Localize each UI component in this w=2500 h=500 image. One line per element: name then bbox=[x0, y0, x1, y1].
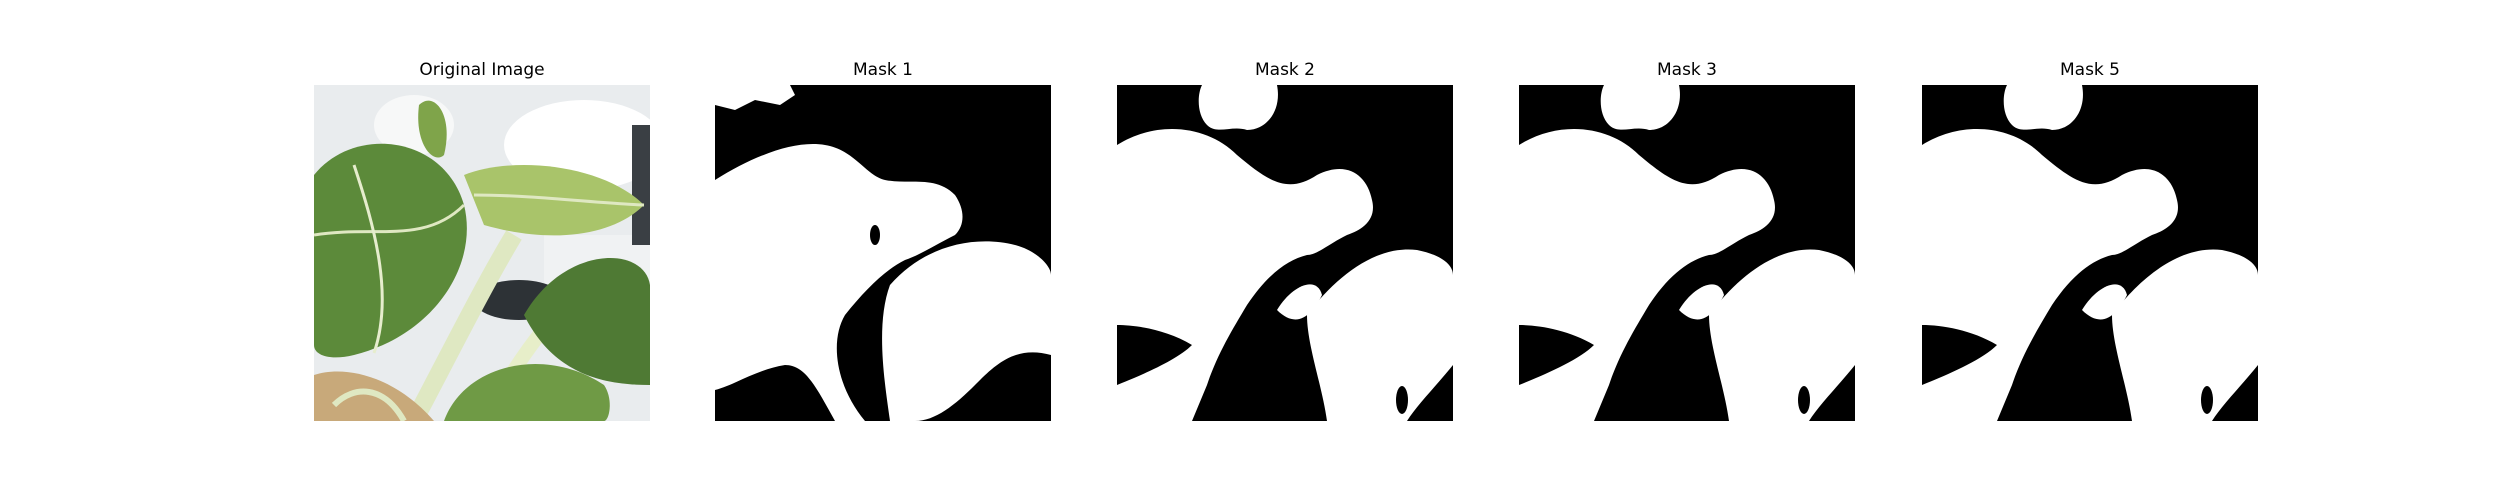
mask-image bbox=[1117, 85, 1453, 421]
panel-title: Mask 2 bbox=[1254, 60, 1315, 80]
panel-mask-3: Mask 3 bbox=[1519, 0, 1855, 500]
panel-title: Mask 1 bbox=[852, 60, 913, 80]
panel-title: Mask 5 bbox=[2059, 60, 2120, 80]
panel-title: Mask 3 bbox=[1656, 60, 1717, 80]
mask-image bbox=[1922, 85, 2258, 421]
mask-image bbox=[1519, 85, 1855, 421]
original-image bbox=[314, 85, 650, 421]
mask-image bbox=[715, 85, 1051, 421]
panel-mask-1: Mask 1 bbox=[715, 0, 1051, 500]
panel-mask-5: Mask 5 bbox=[1922, 0, 2258, 500]
panel-title: Original Image bbox=[419, 60, 545, 80]
panel-mask-2: Mask 2 bbox=[1117, 0, 1453, 500]
panel-original: Original Image bbox=[314, 0, 650, 500]
